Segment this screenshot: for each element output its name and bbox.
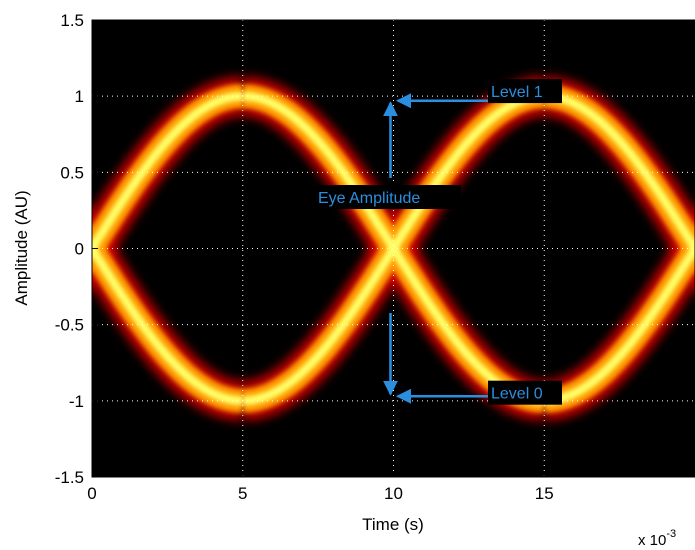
x-tick-label-2: 10 <box>384 484 403 503</box>
eye-amplitude-label-box <box>315 185 461 209</box>
annotations: Level 1 Level 0 Eye Amplitude <box>315 79 562 405</box>
level-0-label-box <box>488 380 562 405</box>
x-exponent-base: x 10 <box>638 532 666 549</box>
y-tick-label-0: 1.5 <box>60 11 84 30</box>
level-0-label: Level 0 <box>491 386 543 403</box>
trace-core-3 <box>92 240 244 406</box>
y-axis-label: Amplitude (AU) <box>12 190 31 305</box>
y-tick-label-6: -1.5 <box>55 468 84 487</box>
x-exponent-power: -3 <box>666 528 676 540</box>
y-tick-label-2: 0.5 <box>60 163 84 182</box>
x-tick-label-3: 15 <box>535 484 554 503</box>
trace-core-5 <box>242 91 545 406</box>
x-exponent-label: x 10-3 <box>638 528 676 549</box>
eye-traces <box>92 76 695 421</box>
trace-core-7 <box>544 91 695 257</box>
eye-amplitude-label: Eye Amplitude <box>318 190 420 207</box>
y-axis: 1.5 1 0.5 0 -0.5 -1 -1.5 <box>55 11 98 487</box>
y-tick-label-4: -0.5 <box>55 316 84 335</box>
x-axis-label: Time (s) <box>362 515 424 534</box>
y-tick-label-1: 1 <box>75 87 84 106</box>
x-tick-label-0: 0 <box>87 484 96 503</box>
trace-core-6 <box>544 240 695 406</box>
x-axis: 0 5 10 15 <box>87 471 554 503</box>
x-tick-label-1: 5 <box>238 484 247 503</box>
y-tick-label-3: 0 <box>75 240 84 259</box>
level-1-label-box <box>488 79 562 104</box>
level-1-label: Level 1 <box>491 84 543 101</box>
trace-core-2 <box>92 91 244 257</box>
y-tick-label-5: -1 <box>69 392 84 411</box>
